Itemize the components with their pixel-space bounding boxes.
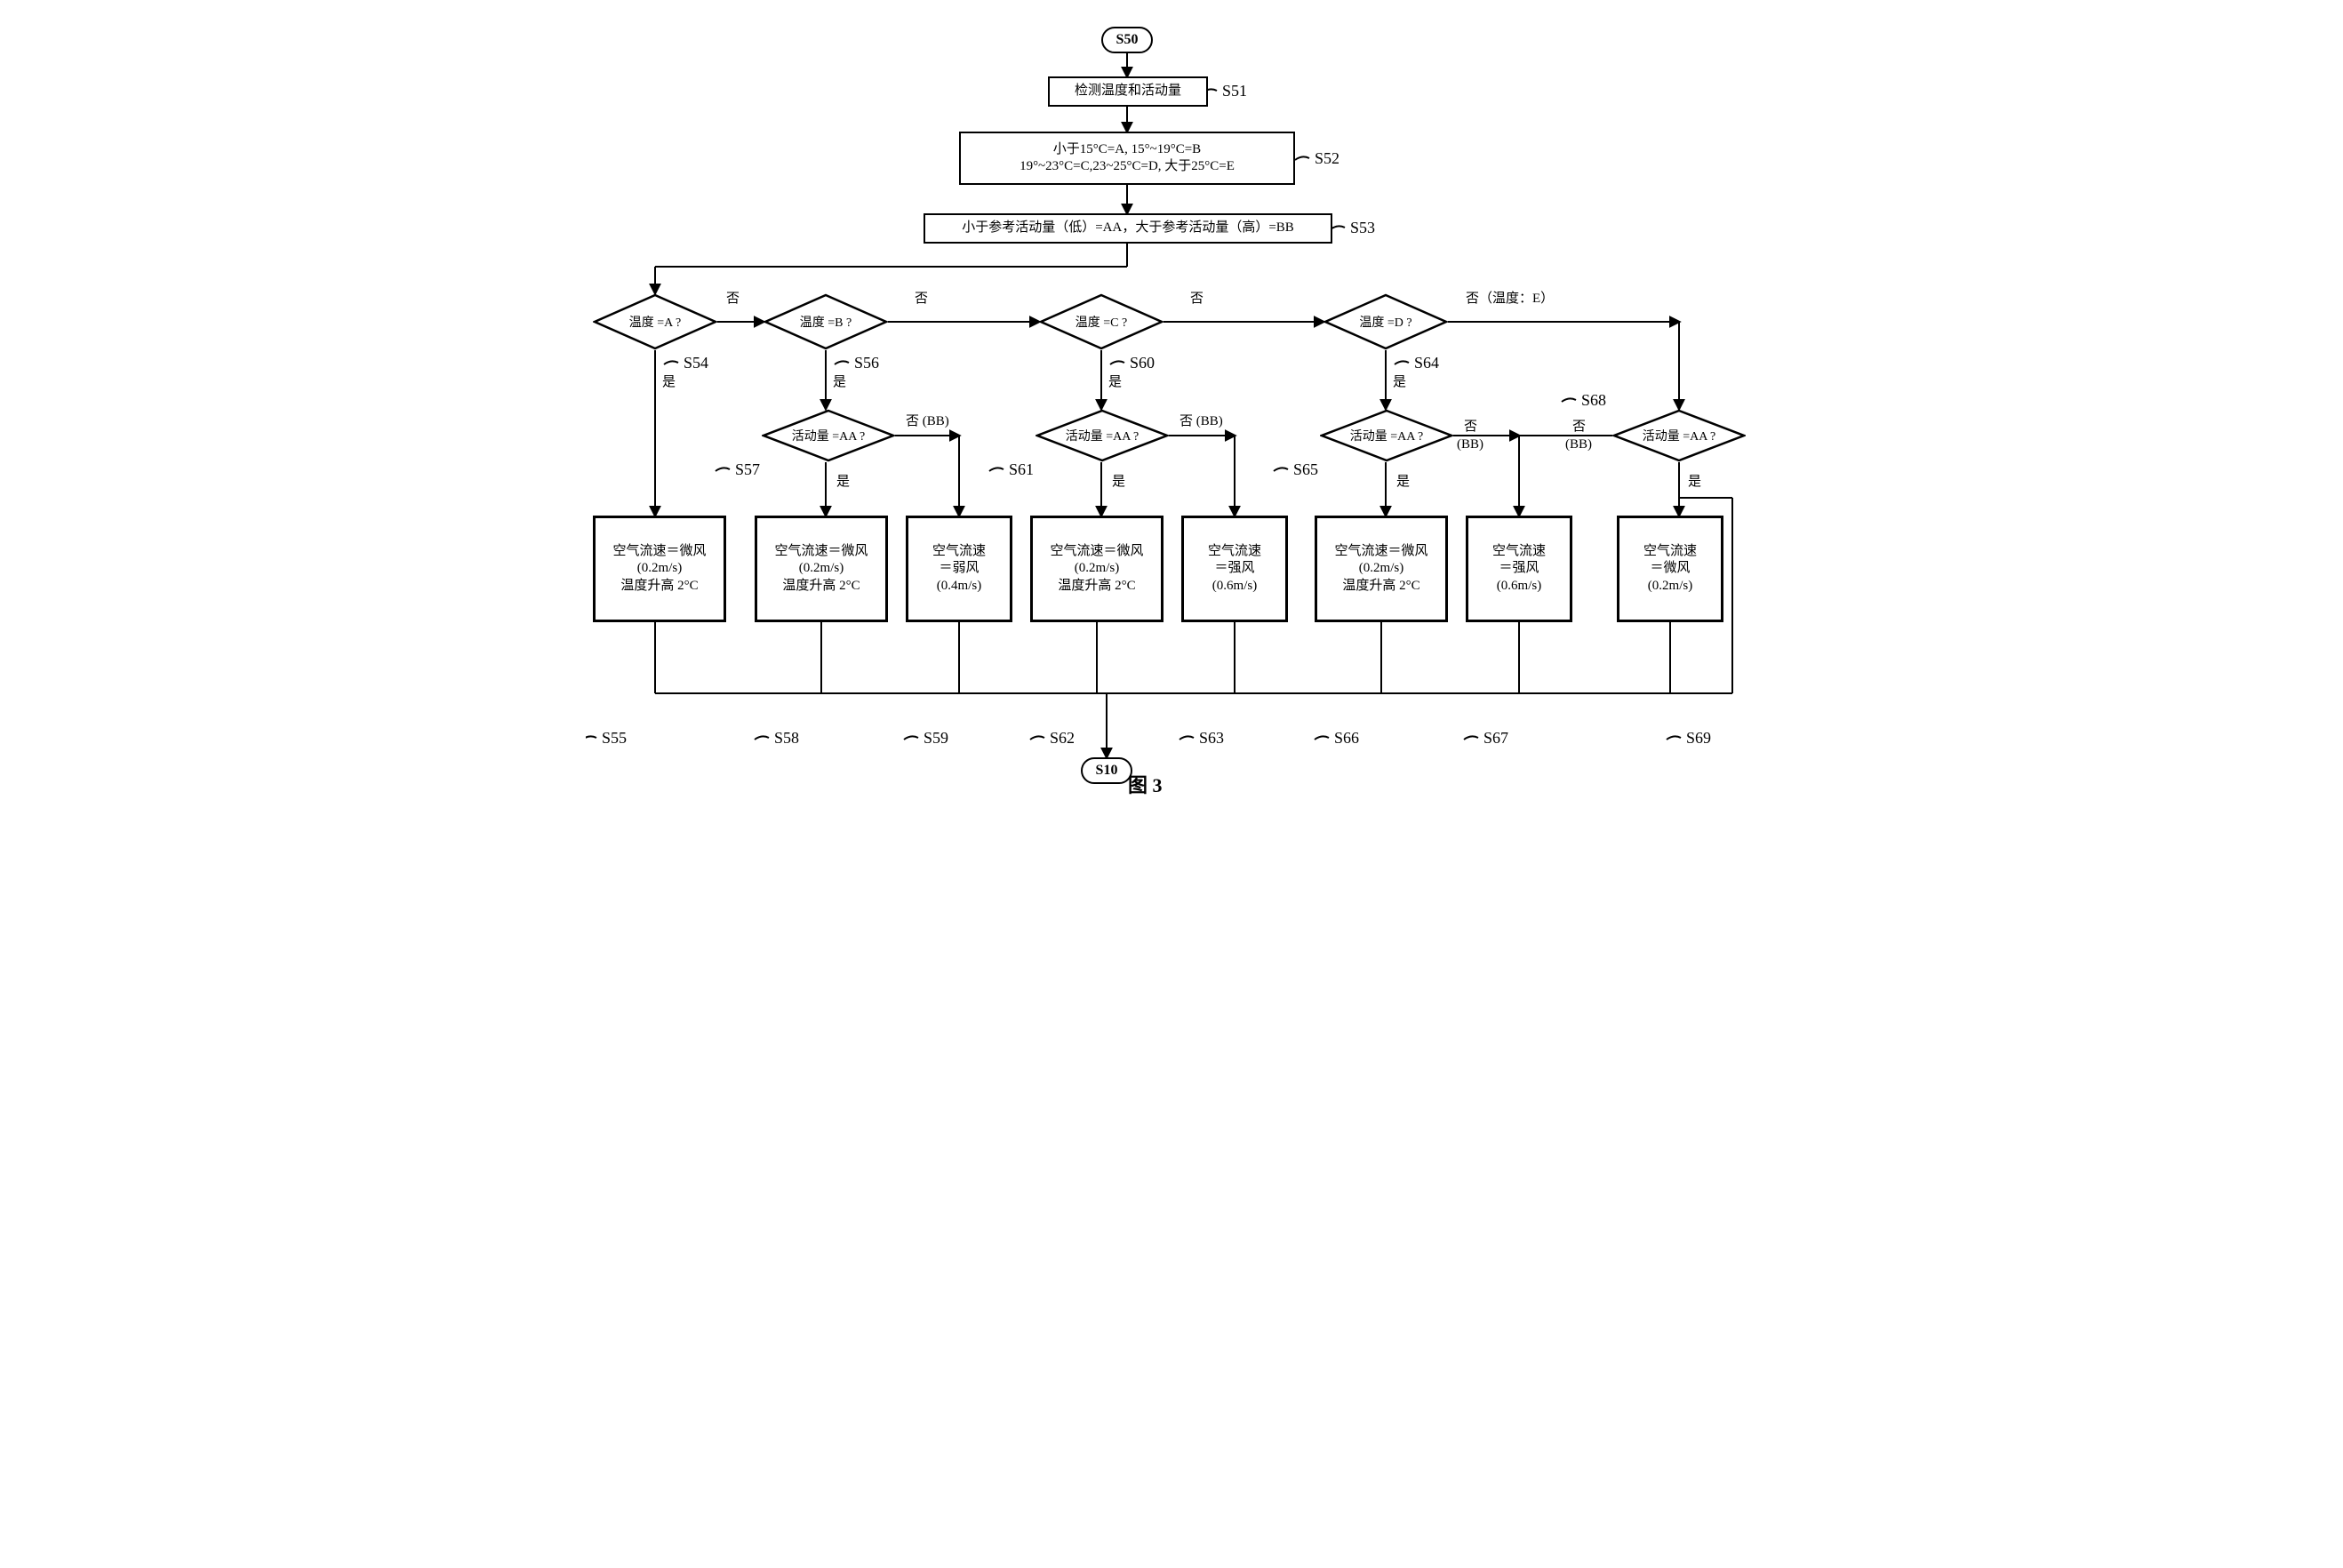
process-line: 19°~23°C=C,23~25°C=D, 大于25°C=E: [1020, 158, 1235, 176]
edge-label: 是: [1393, 372, 1406, 390]
step-label: S61: [1009, 460, 1034, 479]
edge-label: 是: [1112, 471, 1125, 490]
step-label: S53: [1350, 219, 1375, 237]
edge-label: 否（温度：E）: [1466, 288, 1554, 307]
result-line: (0.6m/s): [1212, 578, 1257, 596]
result-line: (0.2m/s): [637, 560, 682, 578]
result-line: 空气流速＝微风: [1050, 543, 1143, 561]
process-s51: 检测温度和活动量: [1048, 76, 1208, 107]
edge-label: 是: [833, 372, 846, 390]
edge-label: 否: [1464, 416, 1477, 435]
result-line: (0.2m/s): [799, 560, 844, 578]
terminal-s50: S50: [1101, 27, 1153, 53]
step-label: S56: [854, 354, 879, 372]
step-label: S62: [1050, 729, 1075, 748]
result-line: (0.4m/s): [937, 578, 981, 596]
decision-label: 温度 =B ?: [764, 293, 888, 350]
step-label: S60: [1130, 354, 1155, 372]
step-label: S64: [1414, 354, 1439, 372]
edge-label: 否: [1572, 416, 1586, 435]
result-line: 温度升高 2°C: [620, 578, 698, 596]
decision-s54: 温度 =A ?: [593, 293, 717, 350]
step-label: S66: [1334, 729, 1359, 748]
edge-label: 否: [726, 288, 740, 307]
result-line: (0.2m/s): [1648, 578, 1692, 596]
result-line: (0.2m/s): [1075, 560, 1119, 578]
edge-label: 否 (BB): [906, 411, 949, 429]
step-label: S58: [774, 729, 799, 748]
step-label: S63: [1199, 729, 1224, 748]
result-line: (0.6m/s): [1497, 578, 1541, 596]
result-s66: 空气流速＝微风(0.2m/s)温度升高 2°C: [1315, 516, 1448, 622]
terminal-s10-label: S10: [1096, 762, 1118, 780]
figure-caption: 图 3: [1128, 770, 1163, 798]
result-line: 空气流速: [1492, 543, 1546, 561]
process-s53: 小于参考活动量（低）=AA，大于参考活动量（高）=BB: [924, 213, 1332, 244]
edge-label: (BB): [1457, 437, 1483, 452]
terminal-s10: S10: [1081, 757, 1132, 784]
figure-caption-text: 图 3: [1128, 774, 1163, 796]
result-line: 温度升高 2°C: [1058, 578, 1135, 596]
edge-label: (BB): [1565, 437, 1592, 452]
result-line: ＝微风: [1650, 560, 1690, 578]
result-s62: 空气流速＝微风(0.2m/s)温度升高 2°C: [1030, 516, 1164, 622]
result-line: 空气流速: [1643, 543, 1697, 561]
decision-s65: 活动量 =AA ?: [1320, 409, 1453, 462]
process-line: 小于参考活动量（低）=AA，大于参考活动量（高）=BB: [962, 220, 1294, 237]
edge-label: 是: [1396, 471, 1410, 490]
decision-s68: 活动量 =AA ?: [1612, 409, 1746, 462]
step-label: S52: [1315, 149, 1339, 168]
result-line: 空气流速＝微风: [774, 543, 868, 561]
result-s59: 空气流速＝弱风(0.4m/s): [906, 516, 1012, 622]
decision-label: 活动量 =AA ?: [1036, 409, 1169, 462]
result-s69: 空气流速＝微风(0.2m/s): [1617, 516, 1723, 622]
step-label: S55: [602, 729, 627, 748]
edge-label: 否: [1190, 288, 1203, 307]
result-line: 空气流速＝微风: [612, 543, 706, 561]
decision-s57: 活动量 =AA ?: [762, 409, 895, 462]
step-label: S69: [1686, 729, 1711, 748]
result-line: 温度升高 2°C: [1342, 578, 1419, 596]
decision-label: 活动量 =AA ?: [1612, 409, 1746, 462]
edge-label: 否 (BB): [1179, 411, 1223, 429]
step-label: S54: [684, 354, 708, 372]
decision-s56: 温度 =B ?: [764, 293, 888, 350]
decision-s60: 温度 =C ?: [1039, 293, 1164, 350]
edge-label: 是: [1108, 372, 1122, 390]
terminal-s50-label: S50: [1116, 31, 1139, 50]
decision-s61: 活动量 =AA ?: [1036, 409, 1169, 462]
step-label: S57: [735, 460, 760, 479]
edge-label: 是: [1688, 471, 1701, 490]
result-line: 温度升高 2°C: [782, 578, 860, 596]
result-line: (0.2m/s): [1359, 560, 1403, 578]
step-label: S59: [924, 729, 948, 748]
result-line: 空气流速＝微风: [1334, 543, 1427, 561]
process-s52: 小于15°C=A, 15°~19°C=B19°~23°C=C,23~25°C=D…: [959, 132, 1295, 185]
edge-label: 是: [662, 372, 676, 390]
edge-label: 是: [836, 471, 850, 490]
result-line: ＝强风: [1214, 560, 1254, 578]
step-label: S51: [1222, 82, 1247, 100]
decision-label: 温度 =A ?: [593, 293, 717, 350]
step-label: S65: [1293, 460, 1318, 479]
flowchart-canvas: S50 S10 检测温度和活动量 小于15°C=A, 15°~19°C=B19°…: [586, 18, 1757, 802]
result-line: ＝弱风: [939, 560, 979, 578]
decision-label: 活动量 =AA ?: [762, 409, 895, 462]
decision-label: 活动量 =AA ?: [1320, 409, 1453, 462]
result-s67: 空气流速＝强风(0.6m/s): [1466, 516, 1572, 622]
decision-s64: 温度 =D ?: [1323, 293, 1448, 350]
decision-label: 温度 =D ?: [1323, 293, 1448, 350]
result-s58: 空气流速＝微风(0.2m/s)温度升高 2°C: [755, 516, 888, 622]
result-s55: 空气流速＝微风(0.2m/s)温度升高 2°C: [593, 516, 726, 622]
edge-label: 否: [915, 288, 928, 307]
result-line: ＝强风: [1499, 560, 1539, 578]
process-line: 检测温度和活动量: [1075, 83, 1181, 100]
process-line: 小于15°C=A, 15°~19°C=B: [1053, 141, 1201, 159]
decision-label: 温度 =C ?: [1039, 293, 1164, 350]
result-line: 空气流速: [1208, 543, 1261, 561]
step-label: S68: [1581, 391, 1606, 410]
result-line: 空气流速: [932, 543, 986, 561]
step-label: S67: [1483, 729, 1508, 748]
result-s63: 空气流速＝强风(0.6m/s): [1181, 516, 1288, 622]
